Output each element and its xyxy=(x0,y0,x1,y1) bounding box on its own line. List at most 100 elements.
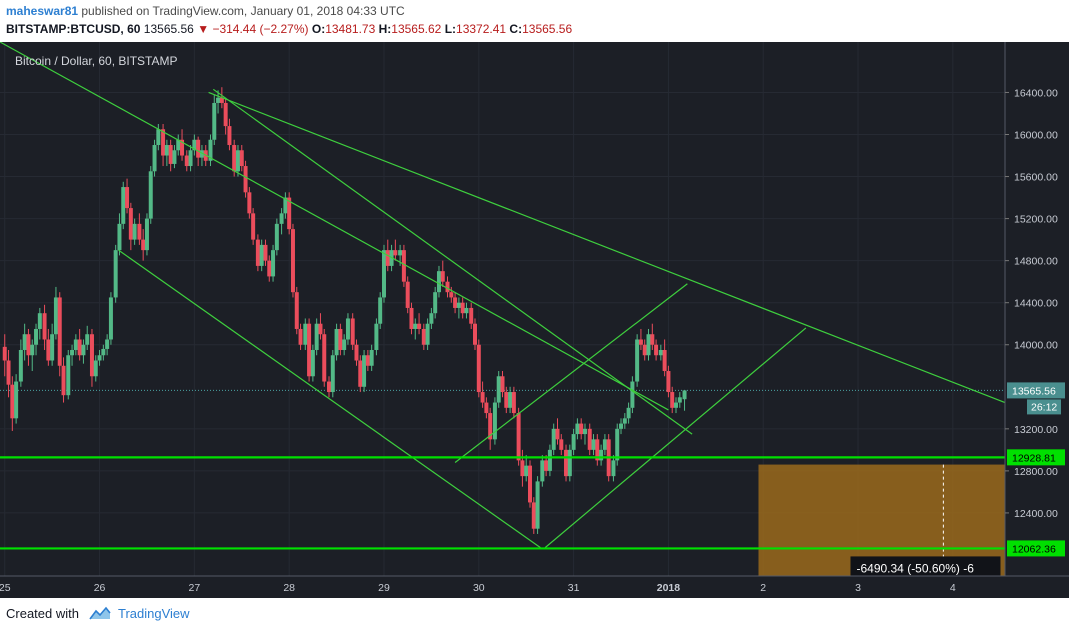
candle-body xyxy=(310,349,315,377)
price-tick-label: 13200.00 xyxy=(1014,424,1058,436)
candle-body xyxy=(37,313,42,329)
candle-body xyxy=(161,129,166,156)
close-value: 13565.56 xyxy=(522,22,573,36)
candle-body xyxy=(50,334,55,361)
measure-label-box xyxy=(850,556,1001,579)
candle-body xyxy=(10,384,15,419)
candle-body xyxy=(61,365,66,396)
tradingview-link[interactable]: TradingView xyxy=(118,606,190,621)
price-tick-label: 14000.00 xyxy=(1014,340,1058,352)
candle-body xyxy=(547,449,552,471)
candle-body xyxy=(480,392,485,403)
candle-body xyxy=(26,334,31,356)
candle-body xyxy=(113,250,118,298)
candle-body xyxy=(251,213,256,240)
price-tick-label: 14400.00 xyxy=(1014,298,1058,310)
candle-body xyxy=(105,339,110,349)
candle-body xyxy=(227,126,232,146)
candle-body xyxy=(298,328,303,345)
open-label: O: xyxy=(311,22,326,36)
trend-line xyxy=(0,42,669,411)
candle-body xyxy=(263,244,268,261)
candle-body xyxy=(638,339,643,345)
candle-body xyxy=(180,139,185,156)
countdown-label: 26:12 xyxy=(1031,401,1057,413)
candle-body xyxy=(496,376,501,403)
candle-body xyxy=(239,150,244,167)
candle-body xyxy=(89,334,94,377)
candle-body xyxy=(342,339,347,350)
candle-body xyxy=(630,381,635,408)
footer: Created with TradingView xyxy=(0,598,1069,631)
candle-body xyxy=(141,239,146,251)
candle-body xyxy=(184,155,189,167)
candle-body xyxy=(405,281,410,308)
candle-body xyxy=(579,423,584,435)
candle-body xyxy=(144,218,149,251)
candle-body xyxy=(365,355,370,366)
publish-text: published on TradingView.com, January 01… xyxy=(78,4,405,18)
candle-body xyxy=(192,139,197,151)
price-change: −314.44 (−2.27%) xyxy=(212,22,309,36)
close-label: C: xyxy=(509,22,523,36)
candle-body xyxy=(208,139,213,161)
candle-body xyxy=(374,323,379,350)
candle-body xyxy=(551,428,556,450)
candle-body xyxy=(22,334,27,350)
candle-body xyxy=(449,292,454,298)
author-link[interactable]: maheswar81 xyxy=(6,4,79,18)
high-value: 13565.62 xyxy=(391,22,442,36)
candle-body xyxy=(535,481,540,529)
candle-body xyxy=(70,349,75,356)
candle-body xyxy=(564,449,569,477)
created-with-text: Created with xyxy=(6,606,79,621)
candle-body xyxy=(232,145,237,172)
candle-body xyxy=(417,323,422,329)
candle-body xyxy=(42,313,47,340)
candle-body xyxy=(595,439,600,461)
candle-body xyxy=(571,434,576,450)
candle-body xyxy=(34,328,39,345)
measure-label: -6490.34 (-50.60%) -6 xyxy=(856,561,974,575)
candle-body xyxy=(271,250,276,277)
candle-body xyxy=(508,392,513,408)
candle-body xyxy=(259,244,264,266)
candle-body xyxy=(460,302,465,314)
candle-body xyxy=(421,328,426,345)
candle-body xyxy=(345,318,350,340)
candlestick-chart[interactable]: -6490.34 (-50.60%) -6 16400.00 16000.00 156… xyxy=(0,42,1069,598)
candle-body xyxy=(81,344,86,356)
candle-body xyxy=(658,349,663,356)
candle-body xyxy=(642,344,647,356)
candle-body xyxy=(464,307,469,314)
candle-body xyxy=(77,339,82,356)
candle-body xyxy=(274,223,279,251)
candle-body xyxy=(101,348,106,356)
candle-body xyxy=(223,102,228,127)
candle-body xyxy=(666,371,671,393)
candle-body xyxy=(108,297,113,340)
candle-body xyxy=(674,402,679,408)
candle-body xyxy=(212,102,217,140)
tradingview-logo-icon[interactable] xyxy=(88,605,112,621)
candle-body xyxy=(433,292,438,314)
time-axis xyxy=(0,576,1069,598)
candle-body xyxy=(440,271,445,282)
candle-body xyxy=(196,139,201,158)
price-tick-label: 16400.00 xyxy=(1014,87,1058,99)
candle-body xyxy=(677,397,682,403)
chart-pane[interactable]: -6490.34 (-50.60%) -6 16400.00 16000.00 156… xyxy=(0,42,1069,598)
high-label: H: xyxy=(378,22,392,36)
candle-body xyxy=(30,344,35,356)
candle-body xyxy=(401,250,406,282)
publish-info: maheswar81 published on TradingView.com,… xyxy=(6,4,405,18)
symbol-label[interactable]: BITSTAMP:BTCUSD, 60 xyxy=(6,22,141,36)
candle-body xyxy=(137,223,142,240)
candle-body xyxy=(93,360,98,377)
open-value: 13481.73 xyxy=(325,22,376,36)
symbol-info: BITSTAMP:BTCUSD, 60 13565.56 ▼ −314.44 (… xyxy=(6,22,572,36)
last-price-box xyxy=(1007,382,1065,399)
candle-body xyxy=(531,502,536,529)
low-value: 13372.41 xyxy=(456,22,507,36)
candle-body xyxy=(235,150,240,172)
